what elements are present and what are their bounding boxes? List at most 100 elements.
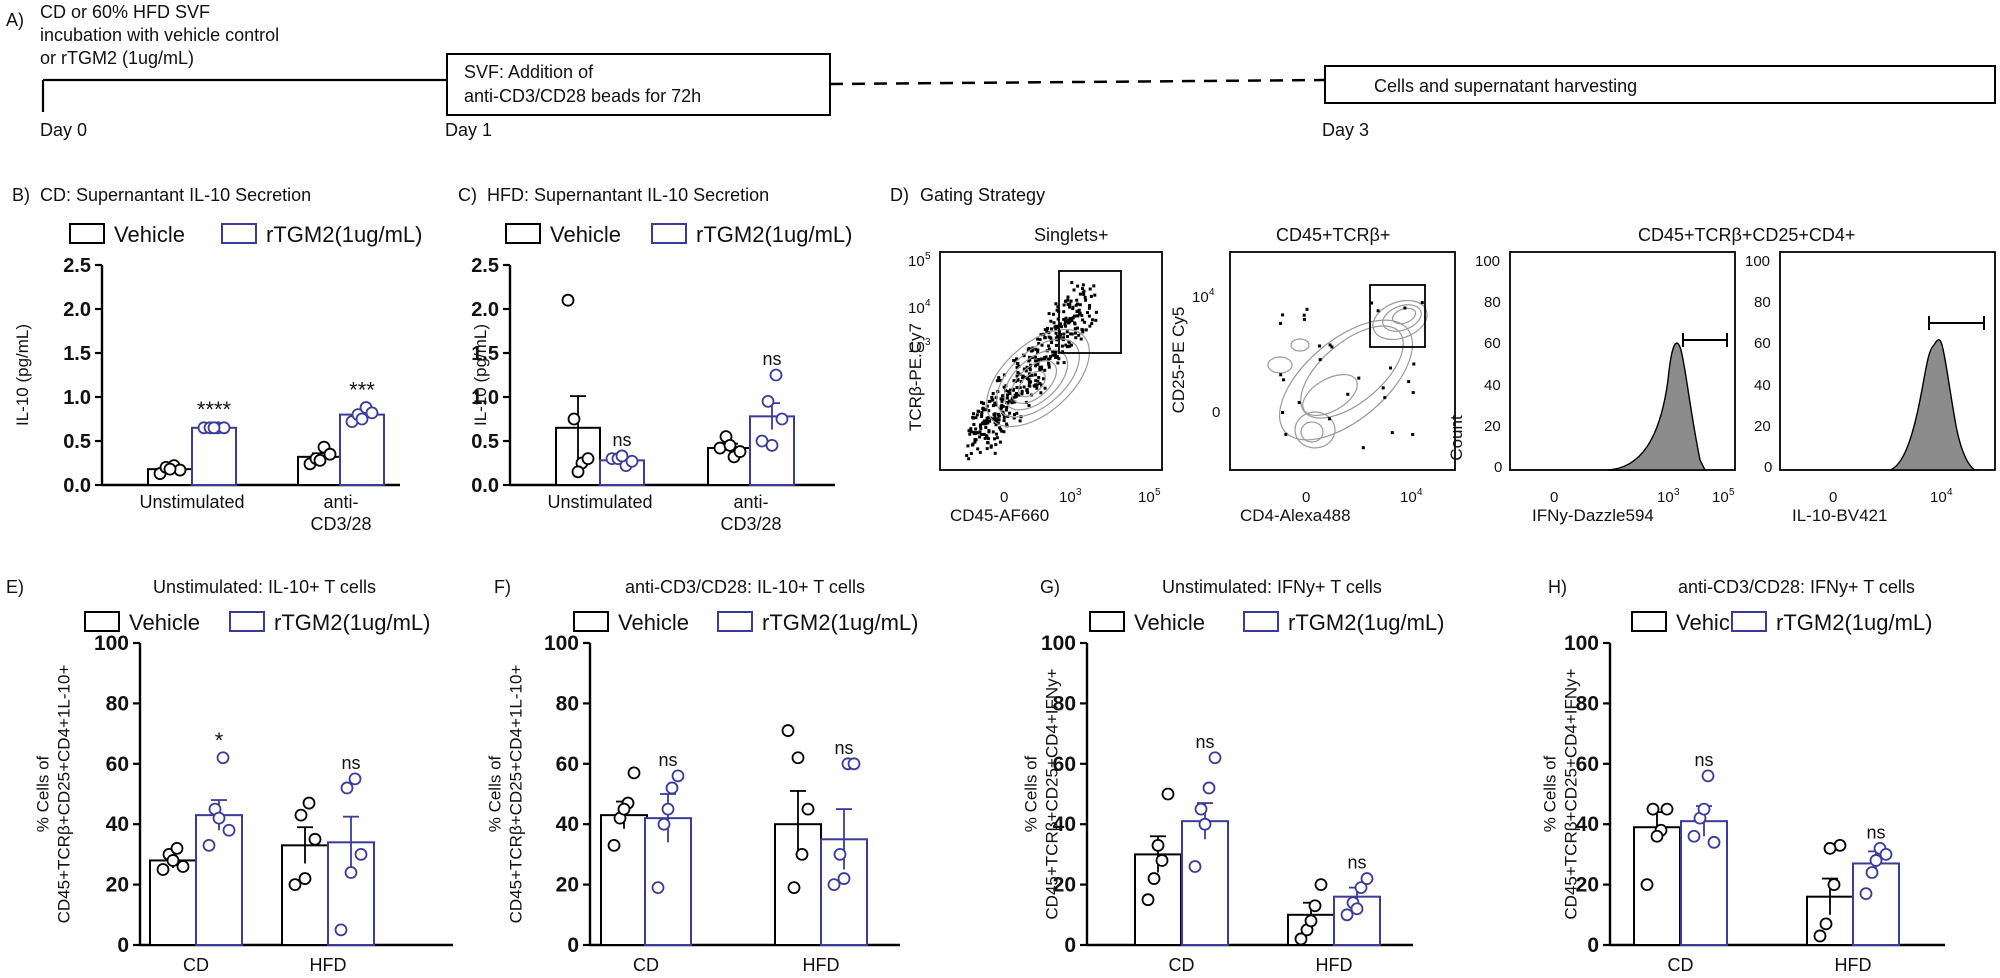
data-point	[298, 872, 312, 885]
event-dot	[978, 435, 982, 439]
event-dot	[1038, 338, 1042, 342]
data-point	[581, 452, 595, 466]
legend-label-vehicle: Vehicle	[129, 610, 200, 635]
event-dot	[1016, 370, 1020, 374]
event-dot	[982, 432, 986, 436]
event-dot	[992, 417, 996, 421]
y-tick-label: 0	[567, 934, 579, 957]
event-dot	[1328, 343, 1332, 347]
event-dot	[1040, 367, 1043, 371]
event-dot	[1037, 358, 1041, 361]
singlets-ytick-3: 10	[908, 339, 925, 356]
event-dot	[969, 452, 973, 455]
event-dot	[1297, 401, 1301, 405]
panel-d-title: Gating Strategy	[920, 185, 1045, 205]
event-dot	[990, 395, 994, 399]
event-dot	[1081, 330, 1085, 334]
y-tick-label: 0	[1064, 934, 1076, 957]
event-dot	[1027, 404, 1031, 407]
event-dot	[1028, 358, 1032, 362]
cd45-tcrb-xlabel: CD4-Alexa488	[1240, 506, 1351, 525]
il10-ytick-3: 60	[1754, 335, 1771, 352]
event-dot	[972, 432, 976, 436]
data-point	[723, 438, 737, 452]
event-dot	[1077, 333, 1081, 337]
event-dot	[1056, 325, 1060, 329]
event-dot	[1057, 357, 1061, 361]
event-dot	[994, 443, 998, 447]
event-dot	[1054, 350, 1058, 354]
event-dot	[983, 419, 987, 423]
y-tick-label: 2.5	[471, 255, 499, 277]
event-dot	[1062, 310, 1066, 314]
cd45-tcrb-ytick-2: 0	[1212, 404, 1220, 421]
event-dot	[1034, 384, 1038, 388]
event-dot	[1081, 291, 1085, 295]
bar-rtgm2	[1181, 820, 1229, 946]
chart-panel-c: C) HFD: Supernantant IL-10 Secretion Vehic…	[458, 185, 852, 534]
chart-title: anti-CD3/CD28: IFNy+ T cells	[1678, 577, 1915, 597]
chart-panel-e: E) Unstimulated: IL-10+ T cells Vehicle rTG…	[6, 577, 453, 975]
event-dot	[998, 378, 1002, 382]
data-point	[1707, 835, 1721, 849]
event-dot	[1040, 343, 1044, 347]
event-dot	[1069, 343, 1073, 347]
data-point	[1304, 914, 1318, 928]
y-tick-label: 0.5	[63, 431, 91, 453]
il10-histogram	[1889, 339, 1978, 471]
il10-xlabel: IL-10-BV421	[1792, 506, 1887, 525]
data-point	[1869, 854, 1883, 867]
event-dot	[1008, 391, 1012, 395]
bar-vehicle	[149, 859, 197, 946]
event-dot	[1069, 332, 1072, 336]
event-dot	[993, 412, 997, 416]
y-tick-label: 100	[1564, 632, 1599, 655]
data-point	[1879, 848, 1893, 861]
event-dot	[1013, 400, 1017, 404]
y-tick-label: 60	[1576, 753, 1599, 776]
data-point	[163, 462, 177, 476]
data-point	[1865, 866, 1879, 879]
event-dot	[991, 430, 995, 434]
data-point	[733, 445, 747, 458]
event-dot	[1082, 289, 1086, 293]
data-point	[1151, 838, 1165, 852]
event-dot	[1068, 302, 1072, 306]
ifny-xtick-2: 10	[1657, 489, 1674, 506]
data-point	[1650, 829, 1664, 843]
event-dot	[1017, 393, 1021, 397]
event-dot	[1048, 357, 1052, 360]
event-dot	[982, 402, 986, 406]
y-tick-label: 80	[1576, 692, 1599, 715]
cd45-tcrb-frame	[1229, 251, 1456, 471]
event-dot	[1068, 344, 1072, 348]
y-tick-label: 20	[556, 874, 579, 897]
timeline-dashed	[829, 78, 1326, 86]
y-tick-label: 2.0	[471, 299, 499, 321]
panel-label: C)	[458, 185, 477, 205]
event-dot	[1028, 366, 1032, 370]
event-dot	[1078, 312, 1082, 316]
y-tick-label: 100	[94, 632, 129, 655]
data-point	[1294, 932, 1308, 946]
event-dot	[1081, 318, 1085, 322]
event-dot	[1084, 328, 1088, 332]
event-dot	[1028, 368, 1032, 372]
data-point	[216, 751, 230, 765]
event-dot	[1076, 302, 1079, 306]
event-dot	[1074, 331, 1077, 335]
event-dot	[981, 421, 985, 425]
gating-plot-cd45-tcrb: CD45+TCRβ+ 10 4 0 0 10 4 CD4-Alex	[1169, 225, 1456, 525]
event-dot	[1028, 384, 1032, 388]
legend-label-rtgm2: rTGM2(1ug/mL)	[1288, 610, 1444, 635]
event-dot	[1281, 313, 1285, 317]
event-dot	[1024, 369, 1028, 373]
event-dot	[1026, 391, 1030, 395]
event-dot	[1054, 336, 1058, 340]
event-dot	[1034, 355, 1038, 359]
legend-swatch-rtgm2	[651, 223, 687, 244]
event-dot	[1036, 350, 1040, 354]
event-dot	[995, 436, 999, 440]
data-point	[827, 878, 841, 891]
